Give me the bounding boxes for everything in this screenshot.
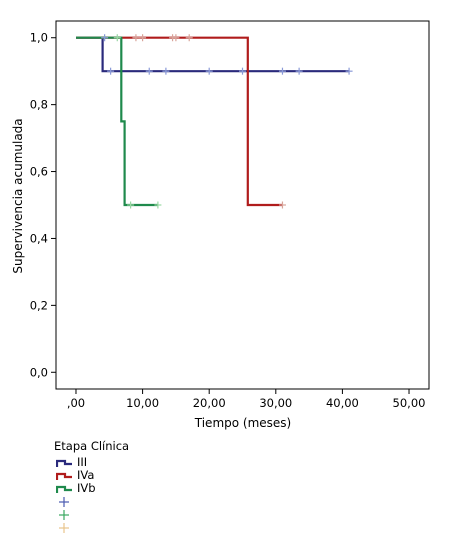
censor-mark-iii [162, 67, 170, 75]
y-tick-label: 0,0 [30, 365, 48, 379]
legend-item-iii-icon [56, 459, 72, 467]
censor-mark-iii [345, 67, 353, 75]
censor-mark-ivb [127, 201, 135, 209]
y-axis: 0,0 0,2 0,4 0,6 0,8 1,0 [30, 31, 56, 379]
x-axis-label: Tiempo (meses) [194, 416, 291, 430]
legend-label: IVa [77, 468, 95, 482]
censor-mark-iva [132, 34, 140, 42]
censor-mark-iii [278, 67, 286, 75]
legend-item-iii: III [56, 456, 129, 469]
legend-label: IVb [77, 481, 96, 495]
legend-item-censored [56, 508, 129, 521]
legend-title: Etapa Clínica [54, 439, 130, 453]
series-line-iii [76, 36, 350, 73]
x-tick-label: 50,00 [393, 396, 426, 410]
legend-item-iva-icon [56, 472, 72, 480]
y-tick-label: 0,2 [30, 298, 48, 312]
censor-mark-iii [295, 67, 303, 75]
censor-mark-iii [239, 67, 246, 75]
y-tick-label: 1,0 [30, 31, 48, 45]
x-tick-label: 10,00 [126, 396, 159, 410]
x-tick-label: 40,00 [326, 396, 359, 410]
legend-item-censored [56, 495, 129, 508]
censor-mark-iva [278, 201, 286, 209]
censor-mark-ivb [154, 201, 162, 209]
legend-label: III [77, 455, 88, 469]
censor-mark-iii [205, 67, 213, 75]
censor-mark-iii [145, 67, 153, 75]
censor-mark-iva [172, 34, 180, 42]
y-tick-label: 0,4 [30, 231, 48, 245]
x-tick-label: 20,00 [193, 396, 226, 410]
legend: Etapa Clínica III IVa IVb [48, 439, 129, 534]
censor-mark-iii [101, 34, 109, 42]
legend-item-censored-icon [59, 509, 69, 520]
legend-item-ivb: IVb [56, 482, 129, 495]
y-tick-label: 0,6 [30, 165, 48, 179]
legend-item-censored-icon [59, 522, 69, 533]
censor-mark-iii [107, 67, 115, 75]
series-line-ivb [76, 36, 158, 207]
censor-mark-iva [139, 34, 147, 42]
legend-item-ivb-icon [56, 485, 72, 493]
legend-rows: III IVa IVb [48, 456, 129, 534]
x-tick-label: ,00 [67, 396, 85, 410]
legend-item-censored-icon [59, 496, 69, 507]
censor-mark-iva [185, 34, 193, 42]
x-tick-label: 30,00 [259, 396, 292, 410]
censor-layer [101, 34, 353, 209]
y-axis-label: Supervivencia acumulada [11, 118, 25, 273]
plot-frame [55, 20, 430, 390]
legend-item-censored [56, 521, 129, 534]
legend-item-iva: IVa [56, 469, 129, 482]
y-tick-label: 0,8 [30, 98, 48, 112]
series-line-iva [76, 36, 283, 207]
series-layer [76, 36, 350, 207]
x-axis: ,00 10,00 20,00 30,00 40,00 50,00 [67, 389, 426, 410]
censor-mark-ivb [113, 34, 121, 42]
